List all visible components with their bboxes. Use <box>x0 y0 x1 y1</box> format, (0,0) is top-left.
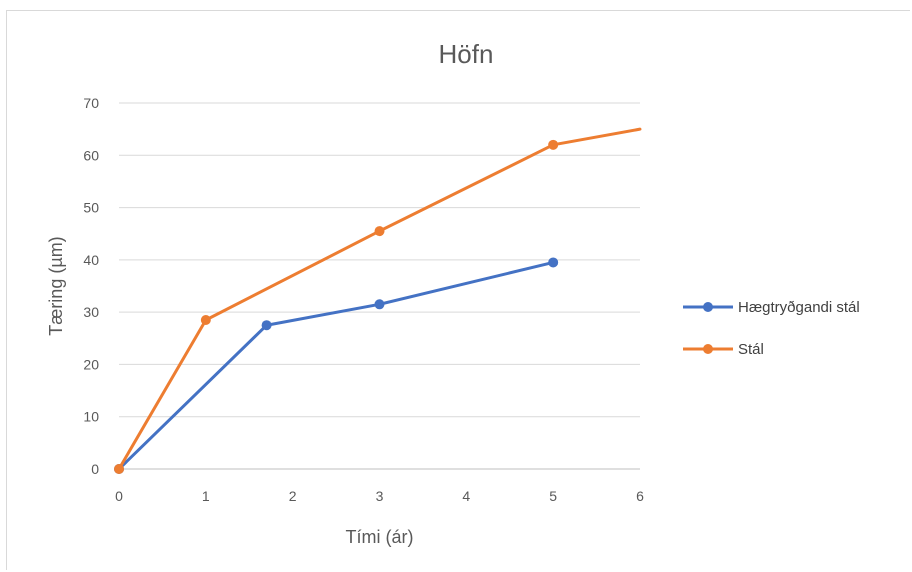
data-point <box>548 139 559 150</box>
data-point <box>374 226 385 237</box>
legend-item: Stál <box>683 341 764 358</box>
y-axis-title: Tæring (µm) <box>46 236 66 335</box>
line-chart: Höfn 0 10 20 30 40 50 60 70 0 1 2 3 4 5 6 Tími (ár) Tæ… <box>46 39 860 547</box>
x-tick-label: 5 <box>549 488 557 504</box>
data-point <box>548 257 559 268</box>
x-tick-label: 0 <box>115 488 123 504</box>
chart-area: Höfn 0 10 20 30 40 50 60 70 0 1 2 3 4 5 6 Tími (ár) Tæ… <box>6 10 910 570</box>
y-tick-label: 20 <box>83 356 99 372</box>
y-tick-label: 70 <box>83 95 99 111</box>
series-1 <box>114 127 642 474</box>
x-tick-label: 6 <box>636 488 644 504</box>
series-line <box>117 127 642 471</box>
series <box>114 127 642 474</box>
x-tick-label: 3 <box>376 488 384 504</box>
y-tick-label: 30 <box>83 304 99 320</box>
data-point <box>200 314 211 325</box>
axes: 0 10 20 30 40 50 60 70 0 1 2 3 4 5 6 <box>83 95 644 504</box>
chart-title: Höfn <box>439 39 494 69</box>
x-tick-label: 2 <box>289 488 297 504</box>
x-axis-title: Tími (ár) <box>346 527 414 547</box>
data-point <box>261 320 272 331</box>
legend-item: Hægtryðgandi stál <box>683 299 860 316</box>
data-point <box>374 299 385 310</box>
y-tick-label: 60 <box>83 147 99 163</box>
data-point <box>114 464 124 474</box>
legend: Hægtryðgandi stál Stál <box>683 299 860 358</box>
legend-label: Stál <box>738 341 764 358</box>
series-line <box>117 260 555 471</box>
y-tick-label: 40 <box>83 252 99 268</box>
y-tick-label: 50 <box>83 200 99 216</box>
legend-label: Hægtryðgandi stál <box>738 299 860 316</box>
x-tick-label: 1 <box>202 488 210 504</box>
y-tick-label: 10 <box>83 409 99 425</box>
gridlines <box>119 102 640 418</box>
legend-marker <box>703 344 713 354</box>
legend-marker <box>703 302 713 312</box>
x-tick-label: 4 <box>462 488 470 504</box>
y-tick-label: 0 <box>91 461 99 477</box>
